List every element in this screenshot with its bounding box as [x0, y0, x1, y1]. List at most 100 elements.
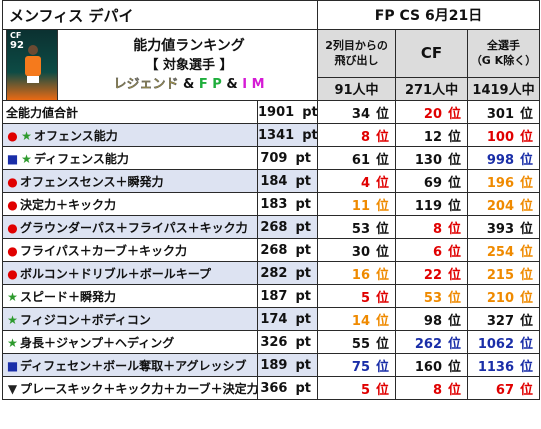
- update-date: FP CS 6月21日: [317, 0, 541, 30]
- rank-unit: 位: [448, 313, 462, 329]
- rank-cf: 20 位: [395, 100, 469, 124]
- rank-second-line: 11 位: [317, 192, 397, 216]
- rank-value: 11: [351, 198, 370, 214]
- table-row: ● 決定力＋キック力 183 pt 11 位 119 位 204 位: [2, 192, 541, 216]
- stat-label: グラウンダーパス＋フライパス＋キック力: [20, 220, 248, 235]
- rank-unit: 位: [376, 244, 390, 260]
- stat-label: ディフェセン＋ボール奪取＋アグレッシブ: [20, 358, 247, 373]
- points-value: 1341: [258, 127, 295, 143]
- rank-unit: 位: [376, 382, 390, 398]
- marker-icons: ■: [6, 359, 20, 373]
- table-row: ● フライパス＋カーブ＋キック力 268 pt 30 位 6 位 254 位: [2, 238, 541, 262]
- table-row: ● ボルコン＋ドリブル＋ボールキープ 282 pt 16 位 22 位 215 位: [2, 261, 541, 285]
- points-unit: pt: [302, 127, 318, 143]
- rank-unit: 位: [520, 290, 534, 306]
- rank-unit: 位: [520, 106, 534, 122]
- col-header-second-line-2: 飛び出し: [334, 54, 379, 68]
- banner-categories: レジェンド & F P & I M: [61, 75, 317, 94]
- rank-value: 254: [486, 244, 514, 260]
- rank-cf: 160 位: [395, 353, 469, 377]
- rank-value: 16: [351, 267, 370, 283]
- rank-second-line: 75 位: [317, 353, 397, 377]
- points-value: 184: [260, 173, 288, 189]
- stat-label: プレースキック＋キック力＋カーブ＋決定力: [20, 381, 258, 396]
- points-unit: pt: [295, 219, 312, 235]
- rank-unit: 位: [376, 198, 390, 214]
- rank-unit: 位: [376, 129, 390, 145]
- rank-value: 204: [486, 198, 514, 214]
- category-amp: &: [221, 76, 243, 92]
- rank-cf: 98 位: [395, 307, 469, 331]
- rank-value: 130: [414, 152, 442, 168]
- rank-value: 998: [486, 152, 514, 168]
- circle-icon: ●: [7, 197, 18, 212]
- rank-unit: 位: [448, 175, 462, 191]
- rank-value: 327: [486, 313, 514, 329]
- rank-value: 53: [423, 290, 442, 306]
- rank-unit: 位: [520, 359, 534, 375]
- card-position: CF: [10, 31, 22, 40]
- points-value: 187: [260, 288, 288, 304]
- stat-label-cell: ● オフェンスセンス＋瞬発力: [2, 169, 258, 193]
- col-header-cf: CF: [395, 29, 469, 78]
- points-unit: pt: [295, 242, 312, 258]
- points-unit: pt: [295, 265, 312, 281]
- player-name: メンフィス デパイ: [1, 0, 319, 30]
- rank-unit: 位: [448, 267, 462, 283]
- rank-unit: 位: [448, 359, 462, 375]
- points-unit: pt: [295, 150, 312, 166]
- stat-label-cell: ● ボルコン＋ドリブル＋ボールキープ: [2, 261, 258, 285]
- table-row: ★ フィジコン＋ボディコン 174 pt 14 位 98 位 327 位: [2, 307, 541, 331]
- stat-label: ボルコン＋ドリブル＋ボールキープ: [20, 266, 212, 281]
- rank-all: 196 位: [467, 169, 541, 193]
- table-row: ● グラウンダーパス＋フライパス＋キック力 268 pt 53 位 8 位 393 位: [2, 215, 541, 239]
- rank-unit: 位: [520, 129, 534, 145]
- points-value: 183: [260, 196, 288, 212]
- rank-unit: 位: [448, 198, 462, 214]
- points-value: 1901: [258, 104, 295, 120]
- points-value: 326: [260, 334, 288, 350]
- marker-icons: ★: [6, 313, 20, 327]
- rank-value: 6: [432, 244, 442, 260]
- stat-label-cell: ▼ プレースキック＋キック力＋カーブ＋決定力: [2, 376, 258, 400]
- rank-value: 69: [423, 175, 442, 191]
- rank-unit: 位: [376, 175, 390, 191]
- stat-label-cell: ★ フィジコン＋ボディコン: [2, 307, 258, 331]
- rank-unit: 位: [448, 336, 462, 352]
- stat-points: 189 pt: [256, 353, 319, 377]
- rank-unit: 位: [376, 290, 390, 306]
- rank-unit: 位: [448, 244, 462, 260]
- rank-unit: 位: [376, 221, 390, 237]
- stat-points: 174 pt: [256, 307, 319, 331]
- rank-value: 30: [351, 244, 370, 260]
- rank-value: 8: [360, 129, 370, 145]
- rank-all: 327 位: [467, 307, 541, 331]
- marker-icons: ●: [6, 267, 20, 281]
- marker-icons: ●: [6, 175, 20, 189]
- rank-unit: 位: [448, 290, 462, 306]
- rank-cf: 119 位: [395, 192, 469, 216]
- rank-value: 8: [432, 382, 442, 398]
- stat-label-cell: ● 決定力＋キック力: [2, 192, 258, 216]
- category-legend: レジェンド: [113, 76, 179, 92]
- stat-points: 183 pt: [256, 192, 319, 216]
- stat-label: フィジコン＋ボディコン: [20, 312, 151, 327]
- marker-icons: ●: [6, 244, 20, 258]
- rank-value: 215: [486, 267, 514, 283]
- table-row: ★ 身長＋ジャンプ＋ヘディング 326 pt 55 位 262 位 1062 位: [2, 330, 541, 354]
- rank-value: 34: [351, 106, 370, 122]
- rank-unit: 位: [520, 152, 534, 168]
- rank-value: 20: [423, 106, 442, 122]
- rank-unit: 位: [520, 267, 534, 283]
- rank-value: 5: [360, 290, 370, 306]
- stat-label: フライパス＋カーブ＋キック力: [20, 243, 188, 258]
- category-im: I M: [242, 76, 265, 92]
- rank-second-line: 34 位: [317, 100, 397, 124]
- rank-value: 53: [351, 221, 370, 237]
- rank-second-line: 14 位: [317, 307, 397, 331]
- circle-icon: ●: [7, 128, 18, 143]
